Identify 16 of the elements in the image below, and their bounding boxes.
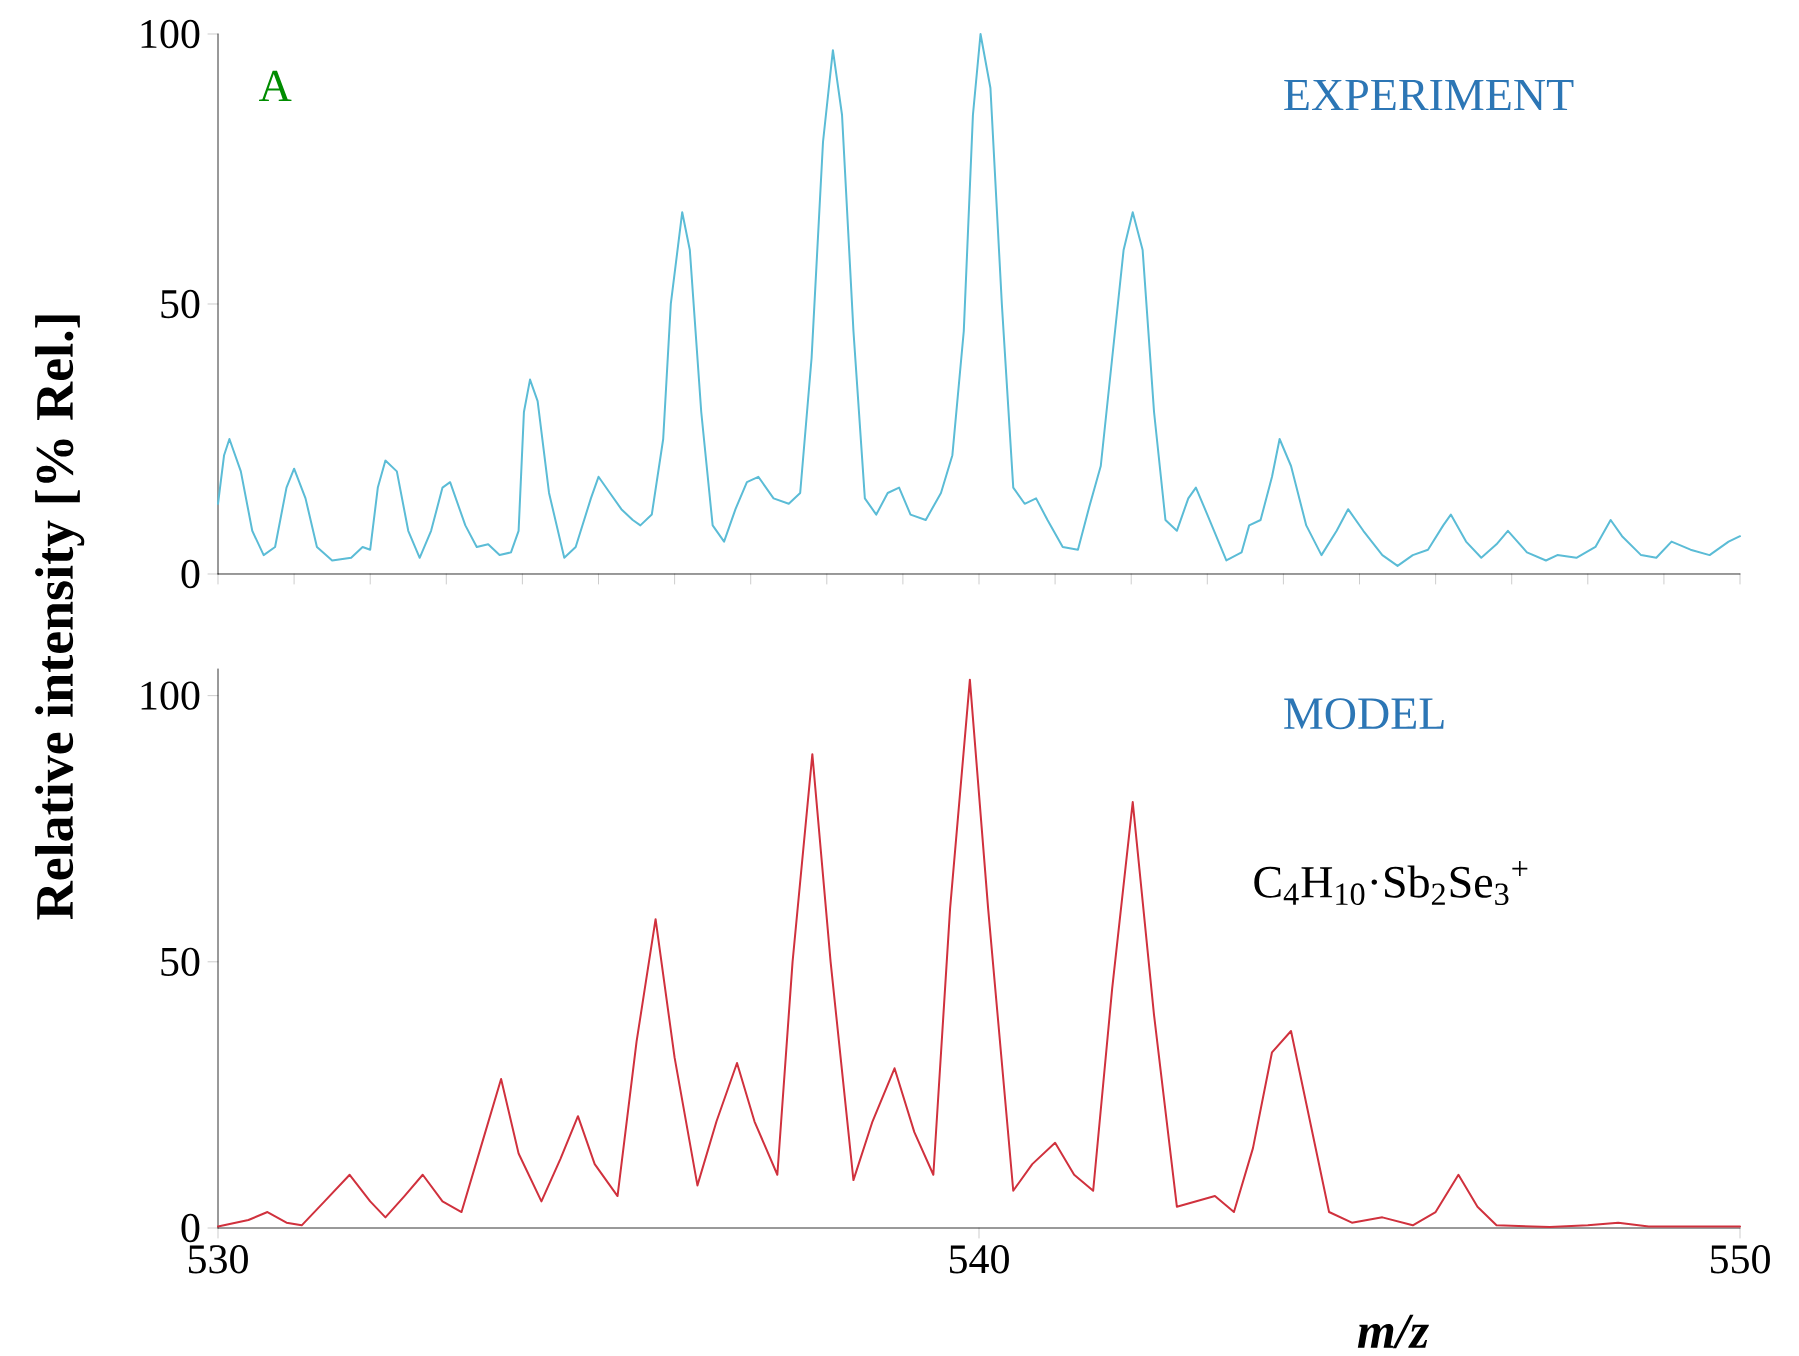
y-tick-label: 50 [161, 947, 200, 976]
y-tick-label: 0 [181, 559, 200, 589]
y-axis-title: Relative intensity [% Rel.] [35, 315, 85, 920]
x-axis-title: m/z [1357, 1314, 1429, 1349]
x-tick-label: 530 [188, 1245, 248, 1274]
text: EXPERIMENT [1284, 79, 1574, 111]
y-tick-label: 0 [181, 1213, 200, 1243]
line-series [217, 32, 1742, 567]
annotation: A [259, 70, 292, 102]
x-tick-label: 550 [1710, 1245, 1770, 1274]
x-tick-label: 540 [949, 1245, 1009, 1274]
y-tick-label: 100 [141, 19, 200, 49]
chart-title: MODEL [1284, 698, 1444, 730]
y-tick-label: 50 [161, 289, 200, 319]
text: C$_{4}$H$_{10}$·Sb$_{2}$Se$_{3}$+ [1254, 861, 1528, 906]
y-tick-label: 100 [141, 681, 200, 710]
